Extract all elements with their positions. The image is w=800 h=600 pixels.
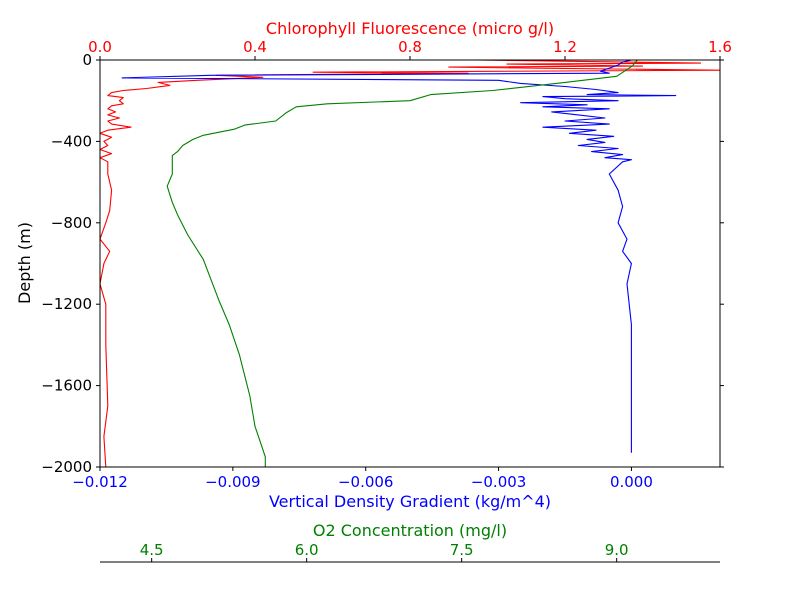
density-axis-label: Vertical Density Gradient (kg/m^4) xyxy=(269,492,551,511)
y-tick-label: −800 xyxy=(51,214,92,232)
density-tick-label: −0.006 xyxy=(338,473,394,491)
oxygen-axis-label: O2 Concentration (mg/l) xyxy=(313,521,507,540)
chlorophyll-axis-label: Chlorophyll Fluorescence (micro g/l) xyxy=(266,19,554,38)
chlorophyll-axis: 0.0 0.4 0.8 1.2 1.6 xyxy=(88,38,732,60)
y-tick-label: 0 xyxy=(82,51,92,69)
series-layer xyxy=(99,59,721,468)
oxygen-tick-label: 7.5 xyxy=(450,541,474,559)
y-tick-label: −1200 xyxy=(41,295,92,313)
chlorophyll-tick-label: 0.0 xyxy=(88,38,112,56)
chlorophyll-tick-label: 0.4 xyxy=(243,38,267,56)
density-axis: −0.012 −0.009 −0.006 −0.003 0.000 xyxy=(72,467,653,491)
density-tick-label: −0.003 xyxy=(471,473,527,491)
y-axis-label: Depth (m) xyxy=(15,222,34,304)
chlorophyll-tick-label: 0.8 xyxy=(398,38,422,56)
y-tick-label: −1600 xyxy=(41,377,92,395)
density-series-line xyxy=(121,59,677,453)
plot-area xyxy=(100,60,720,467)
y-tick-label: −400 xyxy=(51,132,92,150)
y-axis: 0 −400 −800 −1200 −1600 −2000 xyxy=(41,51,724,476)
oxygen-tick-label: 4.5 xyxy=(140,541,164,559)
oxygen-axis: 4.5 6.0 7.5 9.0 xyxy=(100,541,720,563)
oxygen-series-line xyxy=(166,59,638,467)
density-tick-label: 0.000 xyxy=(610,473,653,491)
chlorophyll-tick-label: 1.6 xyxy=(708,38,732,56)
oxygen-tick-label: 9.0 xyxy=(605,541,629,559)
chlorophyll-tick-label: 1.2 xyxy=(553,38,577,56)
density-tick-label: −0.009 xyxy=(205,473,261,491)
density-tick-label: −0.012 xyxy=(72,473,128,491)
y-tick-label: −2000 xyxy=(41,458,92,476)
oxygen-tick-label: 6.0 xyxy=(295,541,319,559)
